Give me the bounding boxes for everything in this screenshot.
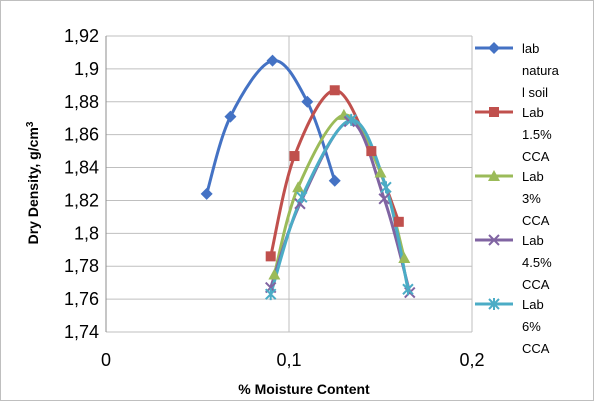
tick-labels: 1,74 1,76 1,78 1,8 1,82 1,84 1,86 1,88 1,9 1,92 0 0… (64, 26, 485, 370)
x-tick-label: 0,2 (459, 350, 484, 370)
legend-label: natura (522, 63, 560, 78)
legend-swatch-marker-4 (488, 234, 500, 246)
legend-swatch-marker-2 (489, 107, 499, 117)
legend-label: 3% (522, 191, 541, 206)
data-point-series-3 (292, 181, 305, 193)
data-point-series-2 (393, 216, 404, 227)
data-point-series-1 (328, 174, 341, 187)
legend-label: Lab (522, 169, 544, 184)
legend-label: 4.5% (522, 255, 552, 270)
legend-label: l soil (522, 85, 548, 100)
data-point-series-4 (378, 193, 390, 205)
x-tick-label: 0 (101, 350, 111, 370)
data-point-series-5 (296, 191, 308, 204)
data-point-series-5 (402, 283, 414, 296)
legend-label: 1.5% (522, 127, 552, 142)
data-point-series-3 (337, 108, 350, 120)
y-tick-label: 1,88 (64, 92, 99, 112)
data-point-series-3 (398, 252, 411, 263)
legend-label: CCA (522, 149, 550, 164)
legend-label: Lab (522, 297, 544, 312)
data-point-series-5 (380, 181, 392, 194)
x-tick-label: 0,1 (276, 350, 301, 370)
data-point-series-3 (268, 268, 281, 280)
legend-label: lab (522, 41, 539, 56)
legend-swatch-marker-3 (488, 170, 500, 181)
y-tick-label: 1,76 (64, 289, 99, 309)
y-tick-label: 1,84 (64, 158, 99, 178)
series-markers (200, 54, 416, 301)
legend-swatch-marker-5 (488, 298, 500, 310)
y-tick-label: 1,92 (64, 26, 99, 46)
y-tick-label: 1,9 (74, 59, 99, 79)
legend: lab natura l soil Lab 1.5% CCA Lab 3% CCA Lab 4.5%… (475, 41, 560, 356)
legend-label: Lab (522, 233, 544, 248)
y-tick-label: 1,74 (64, 322, 99, 342)
x-axis-title: % Moisture Content (238, 381, 370, 397)
y-axis-title-text: Dry Density, g/cm (25, 127, 41, 244)
data-point-series-1 (224, 110, 237, 123)
legend-label: CCA (522, 341, 550, 356)
data-point-series-5 (264, 288, 277, 301)
y-axis-title: Dry Density, g/cm3 (25, 121, 42, 244)
legend-label: CCA (522, 277, 550, 292)
data-point-series-4 (294, 198, 306, 210)
legend-label: Lab (522, 105, 544, 120)
series-line-3 (272, 113, 406, 275)
y-tick-label: 1,86 (64, 125, 99, 145)
legend-label: 6% (522, 319, 541, 334)
legend-label: CCA (522, 213, 550, 228)
y-tick-label: 1,78 (64, 256, 99, 276)
data-point-series-2 (289, 151, 300, 162)
data-point-series-4 (404, 286, 416, 299)
grid (105, 35, 473, 333)
data-point-series-5 (345, 113, 357, 126)
series-line-1 (205, 59, 337, 195)
data-point-series-3 (374, 166, 387, 178)
y-tick-label: 1,8 (74, 223, 99, 243)
data-point-series-2 (366, 146, 377, 157)
data-point-series-1 (200, 187, 213, 200)
legend-swatch-marker-1 (488, 42, 500, 54)
data-point-series-2 (265, 251, 276, 262)
y-axis-title-superscript: 3 (25, 121, 36, 127)
data-point-series-2 (329, 85, 340, 96)
data-point-series-1 (266, 54, 279, 67)
y-tick-label: 1,82 (64, 190, 99, 210)
data-point-series-1 (301, 95, 314, 108)
